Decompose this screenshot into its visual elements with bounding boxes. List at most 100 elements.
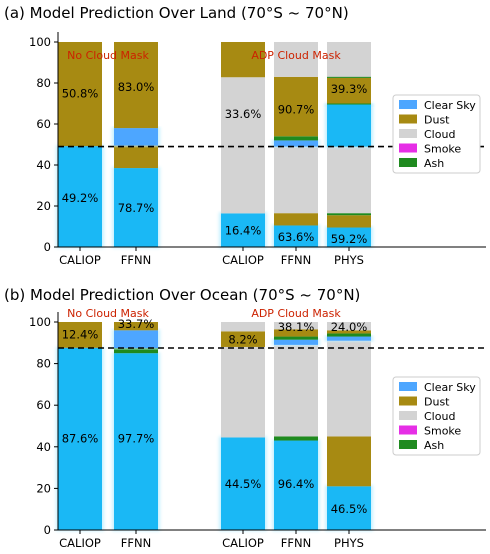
x-tick-label: FFNN xyxy=(121,536,151,550)
legend-label: Ash xyxy=(424,157,444,170)
legend-swatch xyxy=(399,411,417,420)
y-tick-label: 40 xyxy=(36,440,51,454)
x-tick-label: PHYS xyxy=(334,253,364,267)
bar-segment-ash xyxy=(114,348,158,354)
bar-segment-dust xyxy=(58,42,102,147)
bar-segment-dust xyxy=(114,145,158,169)
y-tick-label: 0 xyxy=(44,523,51,537)
group-label: No Cloud Mask xyxy=(67,307,149,320)
bar-ffnn-no-mask: 97.7% 33.7% xyxy=(112,317,160,531)
data-label: 33.6% xyxy=(225,107,262,121)
y-tick-label: 20 xyxy=(36,199,51,213)
bar-segment-cloud xyxy=(221,346,265,438)
group-label: No Cloud Mask xyxy=(67,49,149,62)
bar-segment-clear-sky xyxy=(327,227,371,247)
bar-segment-dust xyxy=(274,213,318,226)
bar-segment-dust xyxy=(58,322,102,348)
data-label: 8.2% xyxy=(228,333,257,347)
bar-segment-dust xyxy=(327,215,371,228)
bar-segment-clear-sky-bright xyxy=(114,128,158,146)
data-label: 78.7% xyxy=(118,201,155,215)
bar-caliop-no-mask: 87.6% 12.4% xyxy=(56,322,104,531)
data-label: 49.2% xyxy=(62,191,99,205)
legend-label: Smoke xyxy=(424,425,461,438)
x-tick-label: CALIOP xyxy=(222,536,264,550)
legend-label: Smoke xyxy=(424,143,461,156)
bar-segment-clear-sky xyxy=(274,440,318,530)
data-label: 50.8% xyxy=(62,86,99,100)
legend-swatch xyxy=(399,425,417,435)
y-tick-label: 60 xyxy=(36,398,51,412)
bar-segment-dust xyxy=(327,77,371,104)
data-label: 24.0% xyxy=(331,320,368,334)
data-label: 39.3% xyxy=(331,82,368,96)
legend-swatch xyxy=(399,143,417,153)
bar-segment-cloud xyxy=(327,340,371,437)
bar-caliop-no-mask: 49.2% 50.8% xyxy=(56,42,104,248)
bar-segment-cloud xyxy=(274,344,318,437)
bar-segment-cloud xyxy=(221,77,265,214)
x-tick-label: CALIOP xyxy=(59,253,101,267)
bar-segment-cloud xyxy=(274,146,318,214)
bar-segment-dust xyxy=(114,322,158,331)
data-label: 83.0% xyxy=(118,80,155,94)
bar-caliop-adp-mask: 44.5% 8.2% xyxy=(219,322,267,531)
bar-segment-clear-sky xyxy=(58,146,102,247)
y-tick-label: 40 xyxy=(36,158,51,172)
legend-label: Ash xyxy=(424,439,444,452)
data-label: 12.4% xyxy=(62,327,99,341)
group-label: ADP Cloud Mask xyxy=(251,307,341,320)
x-tick-label: FFNN xyxy=(281,253,311,267)
y-tick-label: 100 xyxy=(29,35,51,49)
chart-title: (a) Model Prediction Over Land (70°S ~ 7… xyxy=(4,4,349,22)
bar-segment-dust xyxy=(274,329,318,337)
bar-segment-clear-sky xyxy=(274,225,318,247)
bar-ffnn-adp-mask: 63.6% 90.7% xyxy=(272,42,320,248)
group-label: ADP Cloud Mask xyxy=(251,49,341,62)
legend-swatch xyxy=(399,158,417,167)
bar-segment-cloud xyxy=(327,322,371,331)
chart-panel-ocean: (b) Model Prediction Over Ocean (70°S ~ … xyxy=(4,286,486,550)
bar-segment-ash xyxy=(327,76,371,78)
bar-segment-ash xyxy=(274,336,318,340)
x-tick-label: CALIOP xyxy=(59,536,101,550)
bar-segment-clear-sky xyxy=(221,437,265,530)
legend-swatch xyxy=(399,129,417,138)
bar-segment-clear-sky xyxy=(221,213,265,247)
bar-segment-cloud xyxy=(274,42,318,77)
bar-segment-ash xyxy=(327,213,371,216)
bar-segment-dust xyxy=(221,42,265,78)
bar-segment-clear-sky-bright xyxy=(327,336,371,341)
legend-label: Cloud xyxy=(424,410,455,423)
bar-segment-clear-sky xyxy=(114,353,158,530)
data-label: 87.6% xyxy=(62,431,99,445)
data-label: 63.6% xyxy=(278,230,315,244)
y-tick-label: 60 xyxy=(36,117,51,131)
bar-segment-ash xyxy=(274,136,318,141)
x-tick-label: CALIOP xyxy=(222,253,264,267)
bar-phys-adp-mask: 46.5% 24.0% xyxy=(325,320,373,531)
bar-segment-ash xyxy=(327,103,371,105)
bar-segment-dust xyxy=(327,436,371,487)
legend-swatch xyxy=(399,382,417,391)
bar-caliop-adp-mask: 16.4% 33.6% xyxy=(219,42,267,248)
chart-title: (b) Model Prediction Over Ocean (70°S ~ … xyxy=(4,286,360,304)
legend-label: Clear Sky xyxy=(424,99,476,112)
bar-segment-ash xyxy=(274,436,318,441)
data-label: 33.7% xyxy=(118,317,155,331)
data-label: 38.1% xyxy=(278,320,315,334)
bar-segment-cloud xyxy=(221,322,265,332)
y-tick-label: 100 xyxy=(29,315,51,329)
bar-segment-clear-sky-bright xyxy=(274,339,318,345)
bar-segment-clear-sky-bright xyxy=(274,140,318,147)
y-tick-label: 80 xyxy=(36,357,51,371)
bar-segment-clear-sky xyxy=(58,347,102,530)
bar-phys-adp-mask: 59.2% 39.3% xyxy=(325,42,373,248)
y-tick-label: 20 xyxy=(36,481,51,495)
x-tick-label: FFNN xyxy=(281,536,311,550)
bar-segment-dust xyxy=(327,330,371,334)
data-label: 46.5% xyxy=(331,502,368,516)
